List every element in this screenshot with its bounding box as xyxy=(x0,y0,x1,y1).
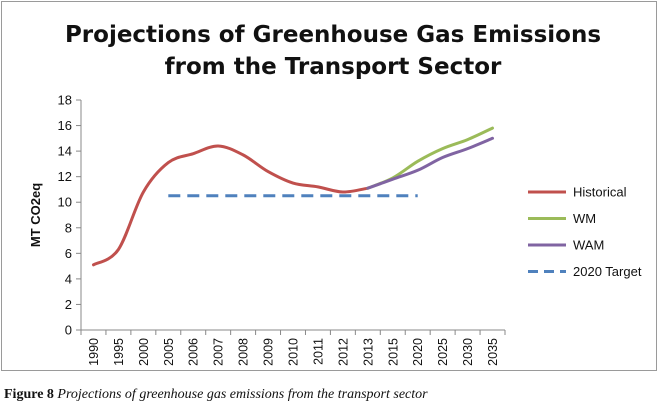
y-tick-label: 16 xyxy=(58,118,72,133)
figure-caption: Figure 8 Projections of greenhouse gas e… xyxy=(4,387,428,403)
y-tick-label: 2 xyxy=(65,297,72,312)
chart-svg: Projections of Greenhouse Gas Emissions f… xyxy=(28,22,642,366)
chart-frame: Projections of Greenhouse Gas Emissions f… xyxy=(1,1,657,371)
y-axis: 0 2 4 6 8 10 12 14 16 18 MT CO2eq xyxy=(28,93,82,338)
x-tick-label: 2005 xyxy=(162,338,176,366)
x-tick-label: 2008 xyxy=(237,338,251,366)
caption-label: Figure 8 xyxy=(4,387,54,402)
legend-label: Historical xyxy=(573,185,627,200)
x-tick-label: 2000 xyxy=(137,338,151,366)
y-tick-label: 18 xyxy=(58,93,72,108)
legend-label: 2020 Target xyxy=(573,264,642,279)
x-tick-label: 2015 xyxy=(386,338,400,366)
legend-label: WAM xyxy=(573,238,604,253)
legend: Historical WM WAM 2020 Target xyxy=(528,185,642,279)
chart-title: Projections of Greenhouse Gas Emissions f… xyxy=(65,22,601,80)
caption-text: Projections of greenhouse gas emissions … xyxy=(57,387,428,402)
y-tick-label: 6 xyxy=(65,246,72,261)
x-tick-label: 2035 xyxy=(486,338,500,366)
y-tick-label: 12 xyxy=(58,169,72,184)
x-tick-label: 2025 xyxy=(436,338,450,366)
legend-label: WM xyxy=(573,211,596,226)
x-tick-label: 2030 xyxy=(461,338,475,366)
x-tick-label: 2009 xyxy=(262,338,276,366)
series-line-wam xyxy=(366,136,494,190)
y-tick-label: 4 xyxy=(65,271,72,286)
x-tick-label: 2012 xyxy=(336,338,350,366)
x-tick-label: 1995 xyxy=(112,338,126,366)
x-axis: 1990 1995 2000 2005 2006 2007 2008 2009 2010 2011… xyxy=(80,329,506,366)
title-line: from the Transport Sector xyxy=(165,54,502,80)
y-tick-label: 0 xyxy=(65,323,72,338)
y-tick-label: 10 xyxy=(58,195,72,210)
x-tick-label: 2011 xyxy=(311,338,325,365)
x-tick-label: 1990 xyxy=(87,338,101,366)
y-tick-label: 8 xyxy=(65,220,72,235)
series-line-historical xyxy=(92,144,370,267)
y-axis-title: MT CO2eq xyxy=(28,183,43,247)
title-line: Projections of Greenhouse Gas Emissions xyxy=(65,22,601,48)
x-tick-label: 2006 xyxy=(187,338,201,366)
series-lines xyxy=(92,126,494,267)
x-tick-label: 2007 xyxy=(212,338,226,366)
x-tick-label: 2013 xyxy=(361,338,375,366)
x-tick-label: 2020 xyxy=(411,338,425,366)
series-line-wm xyxy=(366,126,494,190)
x-tick-label: 2010 xyxy=(287,338,301,366)
y-tick-label: 14 xyxy=(58,144,72,159)
